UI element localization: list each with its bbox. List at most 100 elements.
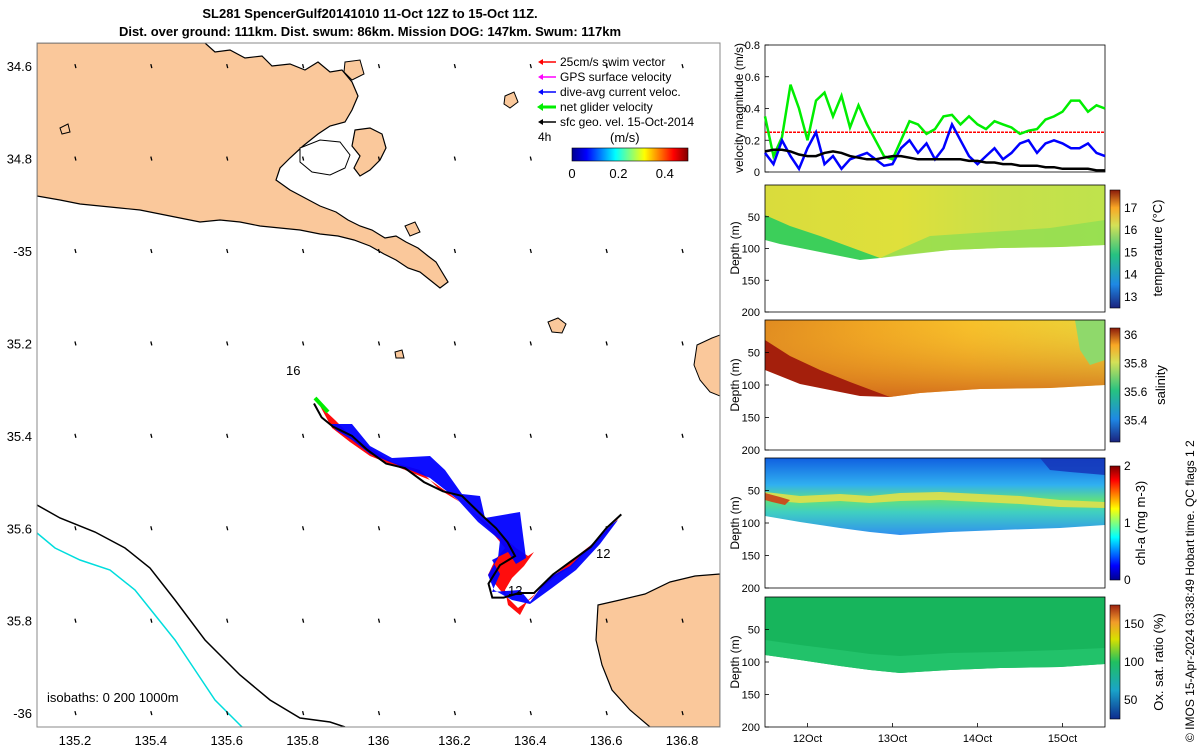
map-y-tick: 35.2 (7, 336, 32, 351)
chart-subtitle: Dist. over ground: 111km. Dist. swum: 86… (118, 24, 622, 39)
salinity-high-core (765, 340, 890, 397)
temperature-panel: 50 100 150 200 Depth (m) 13 14 15 16 17 tempera… (728, 184, 1165, 319)
colorbar-tick: 35.4 (1124, 414, 1148, 428)
depth-tick: 150 (742, 690, 760, 702)
grid-marker (74, 63, 77, 69)
time-tick: 15Oct (1048, 733, 1077, 745)
time-tick: 13Oct (878, 733, 907, 745)
ox-colorbar (1109, 604, 1121, 720)
grid-marker (150, 618, 153, 623)
colorbar-tick: 100 (1124, 655, 1144, 669)
grid-marker (301, 156, 305, 161)
grid-marker (605, 433, 608, 438)
land-island-4 (404, 221, 421, 237)
grid-marker (74, 156, 77, 161)
map-y-tick: -35 (13, 244, 32, 259)
ox-cbar-label: Ox. sat. ratio (%) (1151, 613, 1166, 711)
depth-tick: 50 (748, 212, 760, 224)
depth-tick: 50 (748, 625, 760, 637)
velocity-line-3 (764, 148, 1105, 172)
legend-gps-arrow (538, 74, 543, 80)
map-colorbar-tick: 0.4 (656, 166, 674, 181)
grid-marker (377, 433, 381, 438)
net-velocity-start (313, 396, 330, 414)
legend-current: dive-avg current veloc. (560, 85, 681, 99)
grid-marker (377, 248, 381, 254)
colorbar-unit: (m/s) (610, 130, 640, 145)
grid-marker (226, 248, 229, 254)
legend-sfc-arrow (538, 119, 543, 125)
grid-marker (301, 710, 305, 716)
grid-marker (150, 156, 153, 161)
velocity-line-1 (763, 84, 1106, 161)
chl-max-layer (765, 492, 1105, 508)
map-x-tick: 135.8 (286, 733, 319, 748)
temperature-colorbar (1109, 189, 1121, 309)
grid-marker (377, 156, 381, 161)
grid-marker (74, 341, 77, 346)
grid-marker (226, 526, 229, 531)
salinity-depth-shading (765, 320, 1105, 397)
grid-marker (74, 433, 77, 438)
map-legend: 25cm/s swim vector GPS surface velocity … (537, 55, 694, 181)
salinity-y-ticks: 50 100 150 200 (742, 348, 769, 457)
map-y-tick: 35.8 (7, 614, 32, 629)
depth-tick: 100 (742, 380, 760, 392)
salinity-panel: 50 100 150 200 Depth (m) 35.4 35.6 35.8 36 sal… (728, 319, 1168, 457)
chl-peak (765, 493, 790, 505)
colorbar-tick: 2 (1124, 459, 1131, 473)
depth-tick: 100 (742, 657, 760, 669)
land-island-3 (343, 59, 365, 81)
temperature-cbar-label: temperature (°C) (1150, 200, 1165, 297)
chl-surface-low (1040, 458, 1105, 475)
grid-marker (681, 248, 684, 254)
grid-marker (529, 618, 532, 623)
salinity-fresh-edge (1075, 320, 1105, 365)
legend-sfc: sfc geo. vel. 15-Oct-2014 (560, 115, 694, 129)
temperature-deep-layer (880, 220, 1105, 258)
chl-colorbar-ticks: 0 1 2 (1124, 459, 1131, 587)
grid-marker (529, 341, 532, 346)
grid-marker (681, 618, 684, 623)
grid-marker (74, 248, 77, 254)
track-label-16: 16 (286, 363, 300, 378)
grid-marker (226, 156, 229, 161)
grid-marker (74, 618, 77, 623)
temperature-ylabel: Depth (m) (728, 221, 742, 274)
velocity-frame (764, 44, 1106, 173)
map-x-tick: 136 (368, 733, 390, 748)
map-x-tick-labels: 135.2 135.4 135.6 135.8 136 136.2 136.4 136.6 13… (59, 733, 699, 748)
velocity-y-tick: 0 (754, 167, 760, 179)
chl-cbar-label: chl-a (mg m-3) (1133, 481, 1148, 566)
grid-marker (150, 433, 153, 438)
oxygen-panel: 50 100 150 200 Depth (m) 50 100 150 Ox. sat. … (728, 596, 1166, 745)
legend-swim-arrow (538, 59, 543, 65)
colorbar-tick: 35.8 (1124, 357, 1148, 371)
map-colorbar-tick: 0.2 (609, 166, 627, 181)
velocity-series (763, 84, 1106, 172)
colorbar-tick: 17 (1124, 201, 1138, 215)
salinity-cbar-label: salinity (1153, 365, 1168, 405)
depth-tick: 100 (742, 244, 760, 256)
temperature-lower-layer (765, 215, 880, 260)
grid-marker (226, 341, 229, 346)
legend-gps: GPS surface velocity (560, 70, 671, 84)
map-x-tick: 136.4 (514, 733, 547, 748)
chl-ylabel: Depth (m) (728, 496, 742, 549)
velocity-y-tick: 0.8 (745, 40, 760, 52)
grid-marker (377, 341, 381, 346)
map-x-tick: 135.2 (59, 733, 92, 748)
shelf-isobath-200 (37, 504, 346, 727)
map-y-tick: -36 (13, 706, 32, 721)
grid-marker (150, 341, 153, 346)
grid-marker (453, 341, 457, 346)
ox-lower-layer (765, 640, 1105, 673)
grid-marker (529, 156, 532, 161)
grid-marker (453, 433, 457, 438)
depth-tick: 200 (742, 445, 760, 457)
velocity-y-tick-labels: 0 0.2 0.4 0.6 0.8 (745, 40, 769, 179)
temperature-y-ticks: 50 100 150 200 (742, 212, 769, 319)
depth-tick: 200 (742, 307, 760, 319)
grid-marker (301, 63, 305, 69)
depth-tick: 200 (742, 722, 760, 734)
